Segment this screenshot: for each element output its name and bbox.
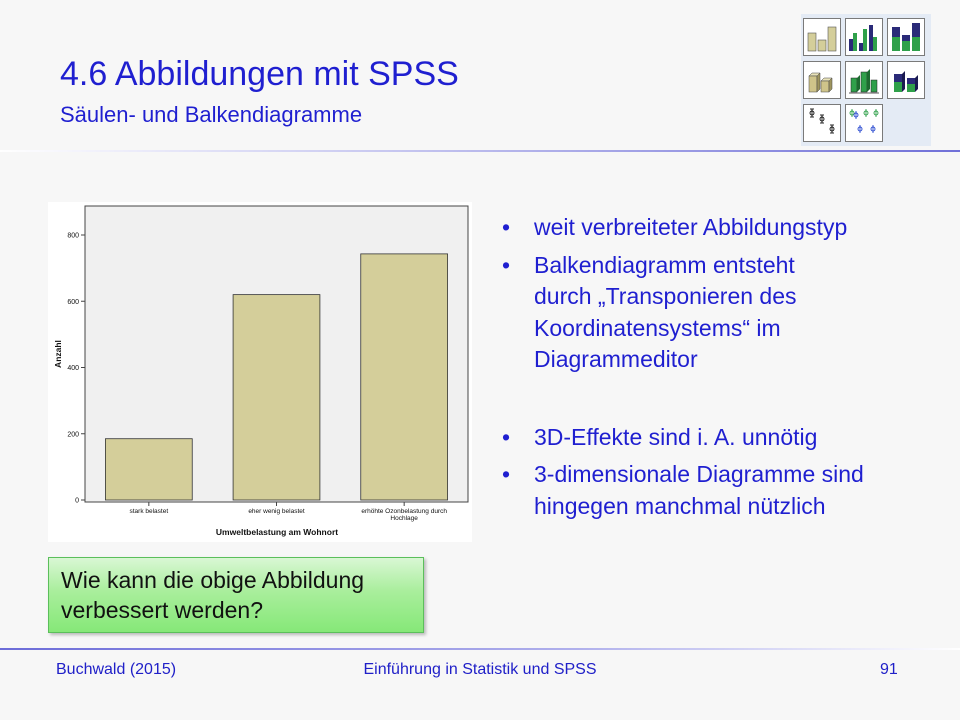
- y-tick-label: 600: [67, 299, 79, 306]
- bullet-item: • weit verbreiteter Abbildungstyp: [500, 212, 920, 244]
- footer-author: Buchwald (2015): [56, 661, 177, 678]
- clustered-error-bar-icon: [845, 104, 883, 142]
- bar: [360, 253, 448, 501]
- 3d-stacked-bar-chart-icon: [887, 61, 925, 99]
- bar-chart: 0 200 400 600 800 stark belastet eher wenig b…: [48, 202, 472, 542]
- x-axis: stark belastet eher wenig belastet erhöhte…: [129, 502, 447, 522]
- bullet-item: • Balkendiagramm entsteht durch „Transpon…: [500, 250, 920, 376]
- title-divider: [0, 150, 960, 152]
- bullet-item: • 3D-Effekte sind i. A. unnötig: [500, 422, 920, 454]
- x-axis-label: Umweltbelastung am Wohnort: [216, 527, 338, 537]
- slide-title: 4.6 Abbildungen mit SPSS: [60, 55, 459, 93]
- bullet-text: weit verbreiteter Abbildungstyp: [534, 214, 848, 240]
- bars: [105, 253, 448, 501]
- y-tick-label: 800: [67, 233, 79, 240]
- bullet-dot: •: [502, 251, 511, 278]
- page-number: 91: [880, 661, 898, 678]
- bullet-text: Balkendiagramm entsteht durch „Transponi…: [534, 251, 797, 373]
- bullet-item: • 3-dimensionale Diagramme sind hingegen …: [500, 459, 920, 522]
- bar: [232, 294, 321, 501]
- y-tick-label: 0: [75, 498, 79, 505]
- bullet-dot: •: [502, 461, 511, 487]
- simple-bar-chart-icon: [803, 18, 841, 56]
- y-axis-label: Anzahl: [53, 340, 63, 368]
- bullet-dot: •: [502, 423, 511, 450]
- clustered-bar-chart-icon: [845, 18, 883, 56]
- x-tick-label: eher wenig belastet: [248, 508, 305, 515]
- y-tick-label: 400: [67, 365, 79, 372]
- bullet-dot: •: [502, 214, 511, 240]
- 3d-bar-chart-icon: [803, 61, 841, 99]
- bullet-text: 3-dimensionale Diagramme sind hingegen m…: [534, 461, 864, 519]
- bar-chart-svg: 0 200 400 600 800 stark belastet eher wenig b…: [53, 205, 469, 537]
- 3d-clustered-bar-chart-icon: [845, 61, 883, 99]
- bar: [105, 438, 193, 501]
- question-callout: Wie kann die obige Abbildung verbessert …: [48, 557, 424, 633]
- y-axis: 0 200 400 600 800: [67, 233, 85, 505]
- y-tick-label: 200: [67, 431, 79, 438]
- chart-gallery-icons: [801, 14, 931, 146]
- footer-divider: [0, 648, 960, 650]
- stacked-bar-chart-icon: [887, 18, 925, 56]
- x-tick-label: stark belastet: [129, 508, 168, 515]
- bullet-text: 3D-Effekte sind i. A. unnötig: [534, 423, 818, 450]
- slide-subtitle: Säulen- und Balkendiagramme: [60, 102, 363, 127]
- bullet-list: • weit verbreiteter Abbildungstyp • Balken…: [500, 212, 920, 522]
- footer-course-title: Einführung in Statistik und SPSS: [363, 661, 597, 678]
- x-tick-label: erhöhte Ozonbelastung durch Hochlage: [361, 508, 447, 522]
- simple-error-bar-icon: [803, 104, 841, 142]
